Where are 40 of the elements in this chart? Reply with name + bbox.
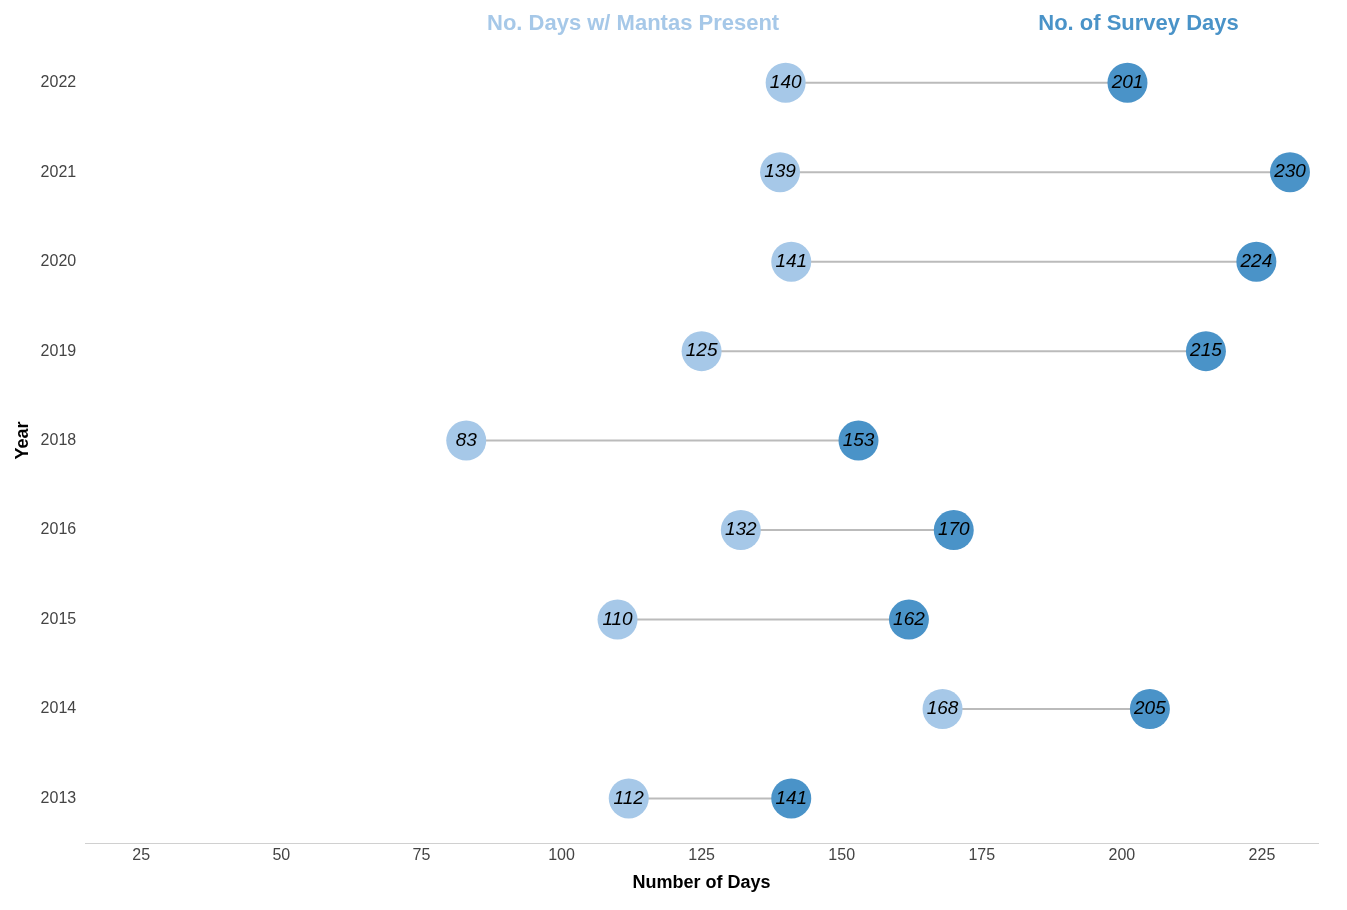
x-tick-label: 175 [968,846,996,864]
data-label: 205 [1133,697,1167,719]
x-tick-label: 150 [828,846,856,864]
x-axis-title: Number of Days [632,872,771,893]
data-label: 168 [926,697,959,719]
x-tick-label: 25 [132,846,151,864]
data-label: 139 [764,160,797,182]
series-label: No. of Survey Days [1038,10,1239,36]
data-label: 125 [685,339,718,361]
y-axis-title: Year [11,421,32,460]
x-tick-label: 75 [412,846,431,864]
y-tick-label: 2016 [40,520,77,538]
data-label: 132 [724,518,758,540]
data-label: 162 [893,607,926,629]
data-label: 141 [775,249,808,271]
data-label: 153 [842,428,875,450]
data-label: 224 [1239,249,1273,271]
y-tick-label: 2014 [40,699,77,717]
x-tick-label: 200 [1108,846,1136,864]
x-tick-label: 50 [272,846,291,864]
series-label: No. Days w/ Mantas Present [486,10,780,36]
data-label: 230 [1273,160,1307,182]
data-label: 140 [769,71,802,93]
data-label: 112 [613,786,645,808]
data-label: 83 [455,428,478,450]
y-tick-label: 2020 [40,252,77,270]
data-label: 110 [602,607,634,629]
y-tick-label: 2022 [40,73,77,91]
data-label: 215 [1189,339,1223,361]
x-tick-label: 125 [688,846,716,864]
data-label: 201 [1110,71,1144,93]
y-tick-label: 2013 [40,788,77,806]
x-tick-label: 225 [1248,846,1276,864]
x-tick-label: 100 [548,846,575,864]
y-tick-label: 2015 [40,609,77,627]
y-tick-label: 2019 [40,341,77,359]
y-tick-label: 2021 [40,162,77,180]
data-label: 141 [775,786,808,808]
data-label: 170 [937,518,971,540]
y-tick-label: 2018 [40,431,77,449]
